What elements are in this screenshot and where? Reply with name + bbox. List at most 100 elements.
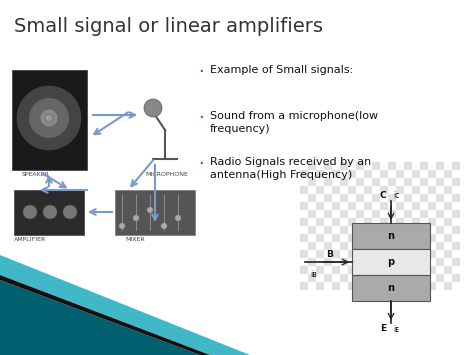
Text: iʙ: iʙ (310, 270, 317, 279)
Bar (444, 266, 452, 274)
Circle shape (161, 223, 167, 229)
Bar (340, 258, 348, 266)
Bar (444, 234, 452, 242)
Bar (388, 194, 396, 202)
Bar (444, 218, 452, 226)
Bar (412, 266, 420, 274)
Bar (316, 202, 324, 210)
Text: Small signal or linear amplifiers: Small signal or linear amplifiers (14, 17, 323, 36)
Text: Sound from a microphone(low
frequency): Sound from a microphone(low frequency) (210, 111, 378, 134)
Bar (356, 210, 364, 218)
Bar (308, 210, 316, 218)
Bar (316, 250, 324, 258)
Bar (388, 210, 396, 218)
Circle shape (147, 207, 153, 213)
Bar (388, 226, 396, 234)
Bar (396, 250, 404, 258)
Bar (380, 234, 388, 242)
Text: B: B (327, 250, 333, 259)
Bar (452, 194, 460, 202)
Text: p: p (387, 257, 394, 267)
Circle shape (144, 99, 162, 117)
Bar (348, 170, 356, 178)
Bar (412, 218, 420, 226)
Text: MIXER: MIXER (125, 237, 145, 242)
Bar (428, 218, 436, 226)
Bar (115, 190, 195, 235)
Bar (444, 170, 452, 178)
Bar (404, 258, 412, 266)
Bar (420, 210, 428, 218)
Bar (436, 162, 444, 170)
Bar (300, 218, 308, 226)
Circle shape (45, 114, 53, 122)
Bar (324, 258, 332, 266)
Bar (428, 250, 436, 258)
Bar (404, 242, 412, 250)
Text: n: n (388, 231, 394, 241)
Bar (332, 250, 340, 258)
Bar (380, 282, 388, 290)
Bar (340, 194, 348, 202)
Bar (380, 218, 388, 226)
Bar (404, 162, 412, 170)
Polygon shape (0, 275, 210, 355)
Circle shape (29, 98, 69, 138)
Bar (356, 242, 364, 250)
Bar (332, 218, 340, 226)
Text: Radio Signals received by an
antenna(High Frequency): Radio Signals received by an antenna(Hig… (210, 157, 371, 180)
Bar (364, 282, 372, 290)
Bar (396, 218, 404, 226)
Bar (348, 218, 356, 226)
Bar (452, 162, 460, 170)
Circle shape (133, 215, 139, 221)
Bar (324, 178, 332, 186)
Bar (308, 162, 316, 170)
Bar (380, 202, 388, 210)
Bar (332, 186, 340, 194)
Bar (364, 250, 372, 258)
Bar (436, 178, 444, 186)
Bar (340, 242, 348, 250)
Bar (324, 226, 332, 234)
Bar (420, 242, 428, 250)
Bar (412, 186, 420, 194)
Bar (436, 226, 444, 234)
Bar (348, 186, 356, 194)
Bar (308, 178, 316, 186)
Bar (436, 242, 444, 250)
Bar (340, 274, 348, 282)
Bar (420, 258, 428, 266)
Bar (412, 282, 420, 290)
Bar (396, 234, 404, 242)
Bar (364, 266, 372, 274)
Bar (324, 194, 332, 202)
Bar (352, 223, 430, 249)
Bar (372, 178, 380, 186)
Circle shape (40, 109, 58, 127)
Bar (428, 170, 436, 178)
Bar (300, 250, 308, 258)
Bar (452, 226, 460, 234)
Bar (300, 234, 308, 242)
Bar (308, 274, 316, 282)
Bar (412, 170, 420, 178)
Bar (404, 178, 412, 186)
Bar (388, 162, 396, 170)
Bar (404, 210, 412, 218)
Text: Example of Small signals:: Example of Small signals: (210, 65, 353, 75)
Bar (316, 170, 324, 178)
Bar (412, 234, 420, 242)
Bar (316, 186, 324, 194)
Bar (316, 234, 324, 242)
Bar (444, 250, 452, 258)
Bar (12, 70, 87, 170)
Bar (352, 275, 430, 301)
Bar (316, 266, 324, 274)
Circle shape (119, 223, 125, 229)
Bar (436, 258, 444, 266)
Bar (436, 274, 444, 282)
Bar (388, 274, 396, 282)
Bar (356, 274, 364, 282)
Bar (420, 194, 428, 202)
